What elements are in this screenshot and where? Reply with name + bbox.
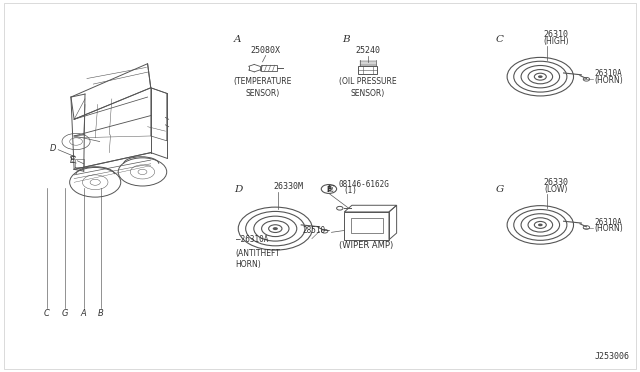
Text: 26330M: 26330M — [273, 182, 303, 191]
Text: 26310: 26310 — [544, 30, 569, 39]
Text: E: E — [70, 155, 75, 164]
Text: 08146-6162G: 08146-6162G — [339, 180, 389, 189]
Text: (HIGH): (HIGH) — [543, 37, 569, 46]
Text: A: A — [234, 35, 241, 44]
Text: B: B — [342, 35, 350, 44]
Text: (OIL PRESSURE
SENSOR): (OIL PRESSURE SENSOR) — [339, 77, 397, 97]
Text: (LOW): (LOW) — [545, 185, 568, 194]
Bar — [344, 212, 389, 240]
Bar — [260, 65, 276, 71]
Text: 25080X: 25080X — [251, 46, 281, 55]
Circle shape — [538, 224, 543, 226]
Text: (TEMPERATURE
SENSOR): (TEMPERATURE SENSOR) — [234, 77, 292, 97]
Circle shape — [538, 75, 543, 78]
Text: 26330: 26330 — [544, 178, 569, 187]
Text: (WIPER AMP): (WIPER AMP) — [339, 241, 394, 250]
Text: 26310A: 26310A — [594, 218, 622, 227]
Text: 28510—: 28510— — [303, 226, 330, 235]
Text: G: G — [495, 185, 504, 194]
Text: A: A — [81, 310, 86, 318]
Text: J253006: J253006 — [595, 352, 630, 361]
Text: C: C — [44, 310, 50, 318]
Text: B: B — [98, 310, 104, 318]
Text: (1): (1) — [343, 186, 357, 195]
Text: B: B — [326, 186, 332, 192]
Text: G: G — [61, 310, 68, 318]
Text: E: E — [326, 185, 334, 194]
Bar — [358, 66, 378, 74]
Text: D: D — [50, 144, 56, 153]
Text: (ANTITHEFT
HORN): (ANTITHEFT HORN) — [236, 249, 280, 269]
Text: (HORN): (HORN) — [594, 224, 623, 233]
Text: 25240: 25240 — [355, 46, 380, 55]
Circle shape — [273, 227, 278, 230]
Bar — [351, 218, 383, 233]
Text: (HORN): (HORN) — [594, 76, 623, 85]
Text: —26310A: —26310A — [236, 235, 268, 244]
Text: D: D — [234, 185, 242, 194]
Text: C: C — [495, 35, 504, 44]
Text: 26310A: 26310A — [594, 69, 622, 78]
